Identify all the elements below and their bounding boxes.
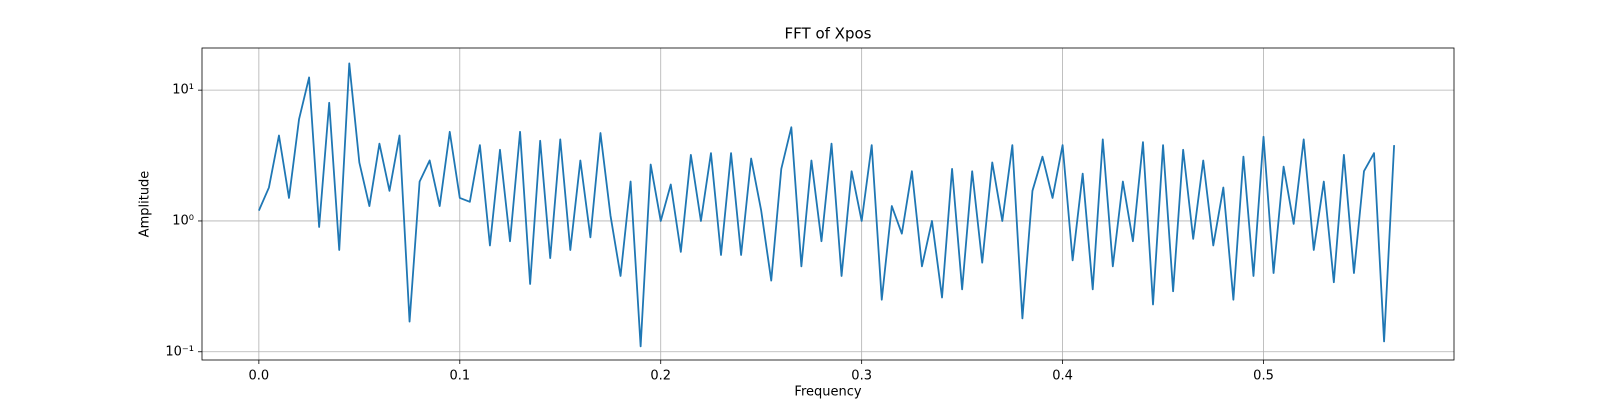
y-axis-label: Amplitude [138,171,153,238]
data-line [258,62,1396,348]
x-tick-label: 0.2 [650,369,671,384]
x-tick-label: 0.5 [1253,369,1274,384]
y-tick-label: 10⁻¹ [165,344,194,359]
y-tick-label: 10¹ [172,83,194,98]
chart-title: FFT of Xpos [785,25,872,43]
x-tick-label: 0.4 [1052,369,1073,384]
x-tick-label: 0.1 [449,369,470,384]
x-axis-label: Frequency [794,385,861,400]
x-tick-label: 0.3 [851,369,872,384]
x-tick-label: 0.0 [249,369,270,384]
y-tick-label: 10⁰ [172,213,194,228]
plot-frame [201,47,1455,361]
